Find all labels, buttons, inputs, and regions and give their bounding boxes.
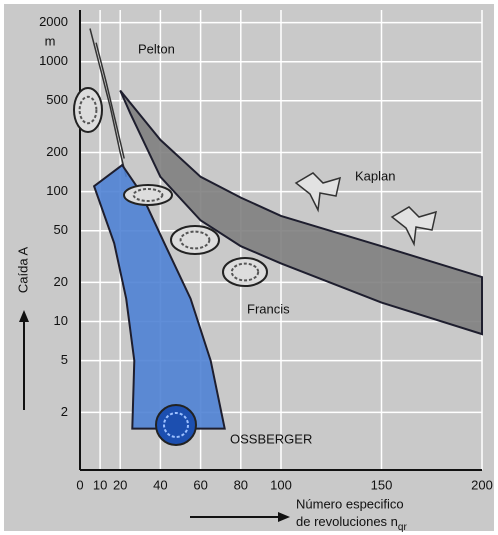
x-arrow-head bbox=[278, 512, 290, 522]
x-tick-label: 40 bbox=[153, 477, 167, 492]
turbine-icon-detail bbox=[132, 188, 164, 202]
turbine-icon bbox=[155, 404, 197, 446]
turbine-icon-detail bbox=[78, 95, 98, 125]
turbine-icon-detail bbox=[179, 230, 211, 250]
y-tick-label: 50 bbox=[54, 222, 68, 237]
x-label-sub: qr bbox=[398, 522, 408, 533]
turbine-icon bbox=[222, 257, 268, 287]
x-tick-label: 100 bbox=[270, 477, 292, 492]
x-label-line1: Número especifico bbox=[296, 496, 404, 511]
y-tick-label: 100 bbox=[46, 183, 68, 198]
x-tick-label: 10 bbox=[93, 477, 107, 492]
y-arrow-head bbox=[19, 310, 29, 322]
line bbox=[95, 42, 125, 159]
y-tick-label: 200 bbox=[46, 144, 68, 159]
annotation: Pelton bbox=[138, 41, 175, 56]
x-tick-label: 200 bbox=[471, 477, 493, 492]
y-tick-label: 2000 bbox=[39, 14, 68, 29]
turbine-icon-detail bbox=[163, 412, 189, 438]
y-tick-label: 20 bbox=[54, 274, 68, 289]
y-label: Caída A bbox=[15, 247, 30, 294]
turbine-icon bbox=[170, 225, 220, 255]
x-tick-label: 0 bbox=[76, 477, 83, 492]
kaplan-icon bbox=[294, 172, 342, 213]
y-unit: m bbox=[45, 33, 56, 48]
y-tick-label: 10 bbox=[54, 313, 68, 328]
annotation: Francis bbox=[247, 301, 290, 316]
turbine-icon bbox=[73, 87, 103, 133]
kaplan-icon bbox=[390, 206, 438, 247]
y-tick-label: 5 bbox=[61, 352, 68, 367]
line bbox=[89, 28, 127, 177]
x-tick-label: 150 bbox=[371, 477, 393, 492]
region bbox=[119, 89, 483, 336]
y-tick-label: 500 bbox=[46, 92, 68, 107]
x-tick-label: 80 bbox=[234, 477, 248, 492]
turbine-icon-detail bbox=[230, 262, 260, 282]
turbine-icon bbox=[123, 184, 173, 206]
annotation: OSSBERGER bbox=[230, 431, 312, 446]
y-tick-label: 2 bbox=[61, 404, 68, 419]
x-label-line2: de revoluciones nqr bbox=[296, 514, 407, 532]
x-label-main: de revoluciones n bbox=[296, 514, 398, 529]
x-tick-label: 60 bbox=[193, 477, 207, 492]
x-tick-label: 20 bbox=[113, 477, 127, 492]
y-tick-label: 1000 bbox=[39, 53, 68, 68]
annotation: Kaplan bbox=[355, 168, 395, 183]
